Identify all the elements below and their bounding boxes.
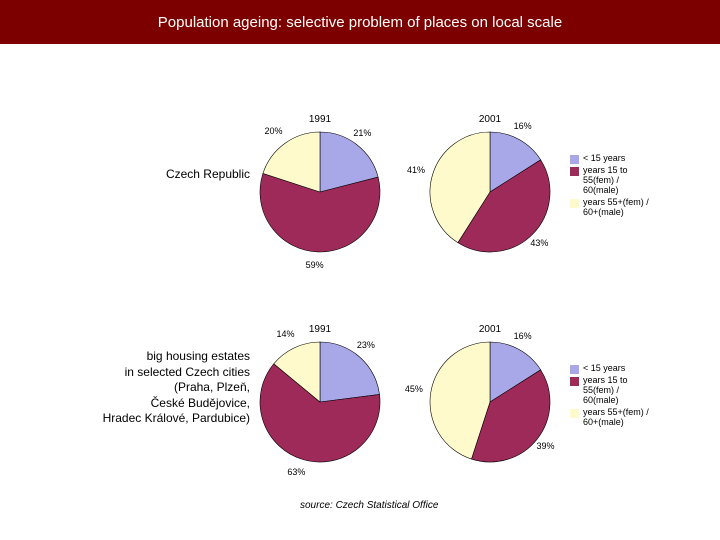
- legend-swatch: [570, 365, 579, 374]
- slice-pct-label: 16%: [514, 331, 532, 341]
- pie-year-label: 2001: [470, 114, 510, 125]
- page-title: Population ageing: selective problem of …: [158, 14, 562, 31]
- legend-swatch: [570, 377, 579, 386]
- legend-item-working: years 15 to 55(fem) / 60(male): [570, 166, 655, 196]
- pie-chart: [258, 130, 382, 254]
- legend-text: years 55+(fem) / 60+(male): [583, 408, 655, 428]
- legend-swatch: [570, 167, 579, 176]
- slice-pct-label: 39%: [536, 441, 554, 451]
- legend: < 15 years years 15 to 55(fem) / 60(male)…: [570, 364, 655, 429]
- pie-year-label: 1991: [300, 324, 340, 335]
- legend-text: years 55+(fem) / 60+(male): [583, 198, 655, 218]
- legend-swatch: [570, 409, 579, 418]
- slice-pct-label: 21%: [353, 128, 371, 138]
- pie-chart: [258, 340, 382, 464]
- legend-item-old: years 55+(fem) / 60+(male): [570, 198, 655, 218]
- slice-pct-label: 20%: [265, 126, 283, 136]
- slice-pct-label: 63%: [287, 467, 305, 477]
- pie-chart: [428, 130, 552, 254]
- legend: < 15 years years 15 to 55(fem) / 60(male)…: [570, 154, 655, 219]
- legend-swatch: [570, 155, 579, 164]
- pie-slice-young: [320, 342, 380, 402]
- legend-text: years 15 to 55(fem) / 60(male): [583, 166, 655, 196]
- title-bar: Population ageing: selective problem of …: [0, 0, 720, 44]
- legend-swatch: [570, 199, 579, 208]
- legend-text: years 15 to 55(fem) / 60(male): [583, 376, 655, 406]
- pie-chart: [428, 340, 552, 464]
- legend-item-old: years 55+(fem) / 60+(male): [570, 408, 655, 428]
- slice-pct-label: 45%: [405, 384, 423, 394]
- slice-pct-label: 43%: [530, 238, 548, 248]
- legend-text: < 15 years: [583, 364, 625, 374]
- slice-pct-label: 59%: [306, 260, 324, 270]
- row-label: Czech Republic: [30, 167, 250, 183]
- slice-pct-label: 14%: [276, 329, 294, 339]
- legend-item-working: years 15 to 55(fem) / 60(male): [570, 376, 655, 406]
- legend-item-young: < 15 years: [570, 364, 655, 374]
- pie-year-label: 2001: [470, 324, 510, 335]
- pie-year-label: 1991: [300, 114, 340, 125]
- legend-item-young: < 15 years: [570, 154, 655, 164]
- slice-pct-label: 23%: [357, 340, 375, 350]
- row-label: big housing estatesin selected Czech cit…: [30, 349, 250, 427]
- slice-pct-label: 41%: [407, 165, 425, 175]
- slice-pct-label: 16%: [514, 121, 532, 131]
- source-citation: source: Czech Statistical Office: [300, 500, 438, 511]
- legend-text: < 15 years: [583, 154, 625, 164]
